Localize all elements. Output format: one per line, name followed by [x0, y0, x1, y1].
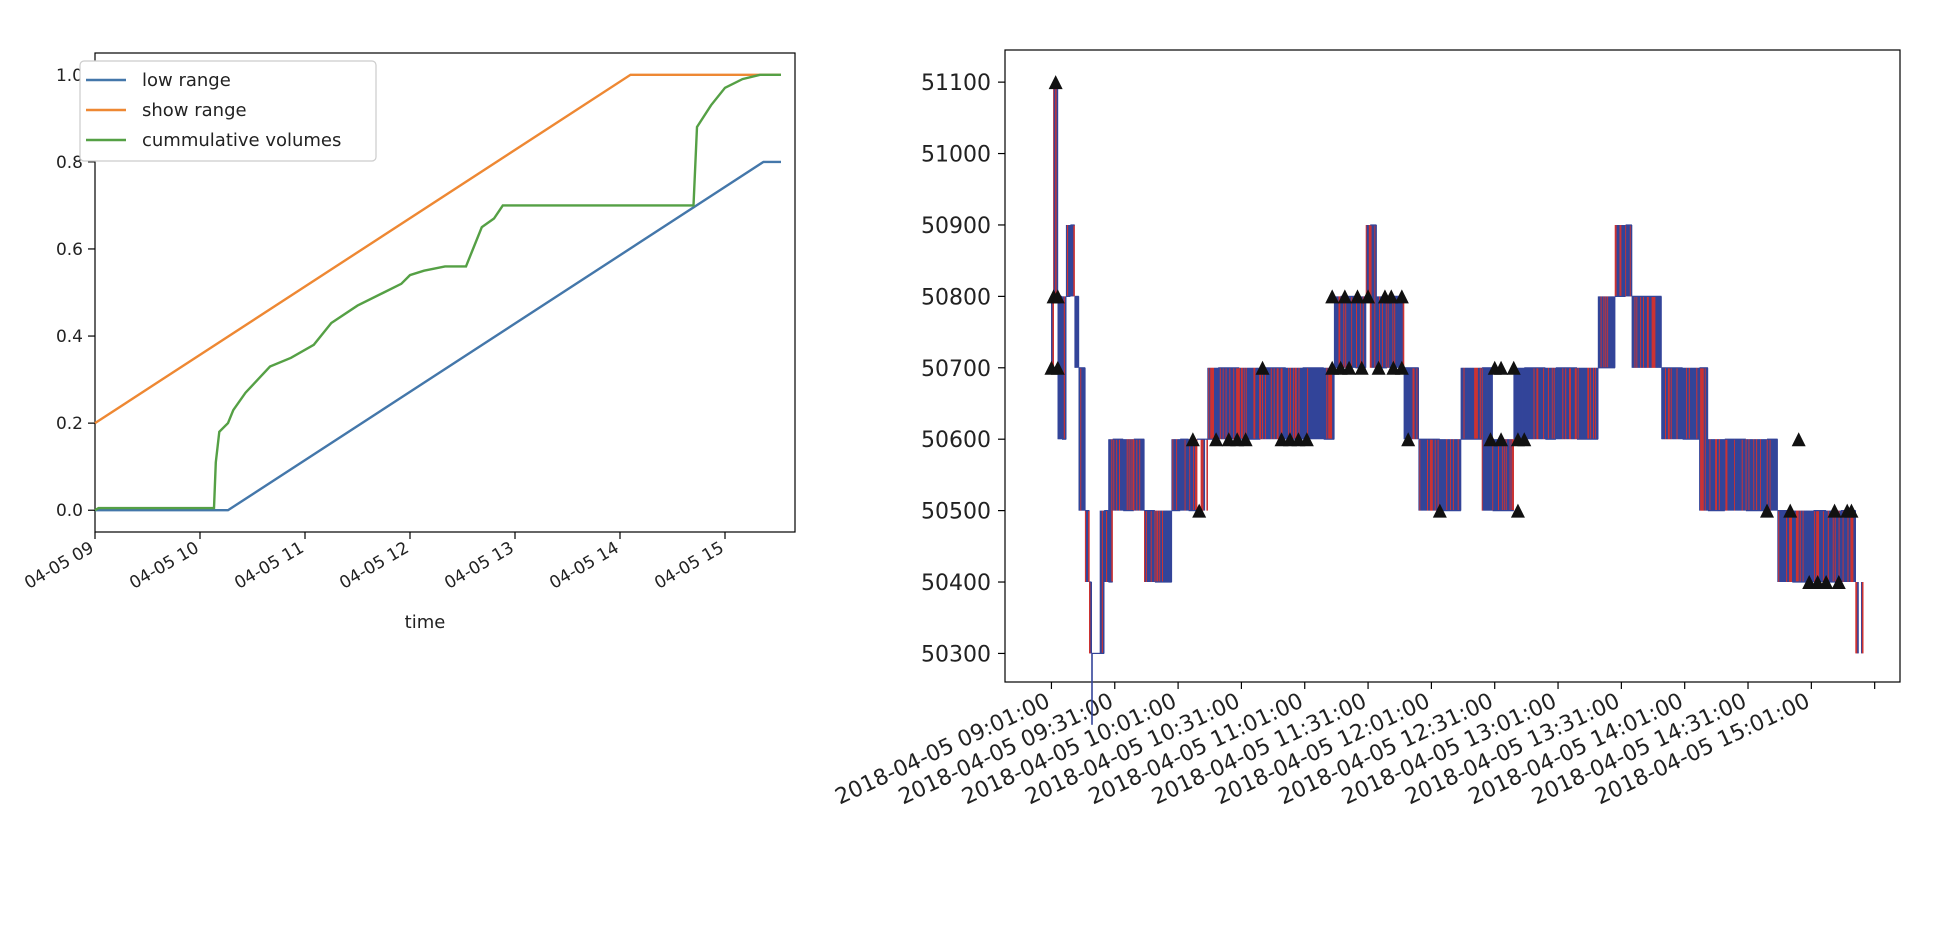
plot-frame — [1004, 49, 1901, 683]
cumulative-chart: 0.0 0.2 0.4 0.6 0.8 1.0 04-05 09 04-05 10 04-05 … — [21, 52, 796, 633]
trade-marker — [1401, 432, 1416, 447]
series-line-0 — [95, 160, 781, 512]
x-tick-label: 04-05 10 — [126, 538, 202, 594]
legend: low range show range cummulative volumes — [79, 60, 377, 162]
trade-marker — [1783, 503, 1798, 518]
trade-marker — [1394, 289, 1409, 304]
trade-marker — [1483, 432, 1498, 447]
y-tick-label: 0.6 — [56, 240, 83, 260]
trade-marker — [1299, 432, 1314, 447]
trade-marker — [1354, 360, 1369, 375]
x-tick-label: 04-05 15 — [651, 538, 727, 594]
trade-marker — [1238, 432, 1253, 447]
trade-marker — [1325, 289, 1340, 304]
trade-marker — [1350, 289, 1365, 304]
trade-marker — [1510, 503, 1525, 518]
trade-marker — [1337, 289, 1352, 304]
markers — [1044, 75, 1859, 590]
y-tick-label: 50500 — [921, 500, 991, 525]
x-tick-label: 04-05 12 — [336, 538, 412, 594]
price-chart: 50300 50400 50500 50600 50700 50800 50900 51000… — [832, 49, 1901, 810]
legend-label-1: show range — [142, 100, 247, 121]
y-tick-label: 0.4 — [56, 327, 83, 347]
x-tick-label: 04-05 09 — [21, 538, 97, 594]
legend-frame — [79, 60, 377, 162]
trade-marker — [1506, 360, 1521, 375]
trade-lines — [1051, 81, 1864, 725]
y-tick-label: 50600 — [921, 428, 991, 453]
trade-marker — [1361, 289, 1376, 304]
y-tick-label: 50300 — [921, 642, 991, 667]
y-tick-label: 0.8 — [56, 153, 83, 173]
y-tick-label: 0.2 — [56, 414, 83, 434]
trade-marker — [1050, 289, 1065, 304]
trade-marker — [1494, 432, 1509, 447]
trade-marker — [1791, 432, 1806, 447]
trade-marker — [1432, 503, 1447, 518]
legend-label-2: cummulative volumes — [142, 130, 341, 151]
y-tick-label: 51000 — [921, 143, 991, 168]
trade-marker — [1844, 503, 1859, 518]
y-tick-label: 0.0 — [56, 501, 83, 521]
y-tick-label: 50800 — [921, 285, 991, 310]
plot-frame — [94, 52, 796, 533]
trade-marker — [1342, 360, 1357, 375]
trade-marker — [1819, 575, 1834, 590]
trade-marker — [1827, 503, 1842, 518]
trade-marker — [1050, 360, 1065, 375]
series-line-2 — [94, 73, 781, 512]
y-tick-label: 50700 — [921, 357, 991, 382]
y-tick-label: 1.0 — [56, 66, 83, 86]
trade-marker — [1371, 360, 1386, 375]
series-line-1 — [94, 73, 781, 425]
legend-label-0: low range — [142, 70, 231, 91]
x-axis-label: time — [405, 612, 446, 633]
trade-marker — [1394, 360, 1409, 375]
x-tick-label: 04-05 14 — [546, 538, 622, 594]
trade-marker — [1185, 432, 1200, 447]
trade-marker — [1384, 289, 1399, 304]
trade-marker — [1209, 432, 1224, 447]
y-tick-label: 50900 — [921, 214, 991, 239]
trade-marker — [1494, 360, 1509, 375]
trade-marker — [1760, 503, 1775, 518]
y-tick-label: 50400 — [921, 571, 991, 596]
x-tick-label: 04-05 13 — [441, 538, 517, 594]
trade-marker — [1255, 360, 1270, 375]
x-tick-label: 04-05 11 — [231, 538, 307, 594]
y-tick-label: 51100 — [921, 71, 991, 96]
trade-marker — [1831, 575, 1846, 590]
trade-marker — [1048, 75, 1063, 90]
trade-marker — [1192, 503, 1207, 518]
trade-marker — [1517, 432, 1532, 447]
